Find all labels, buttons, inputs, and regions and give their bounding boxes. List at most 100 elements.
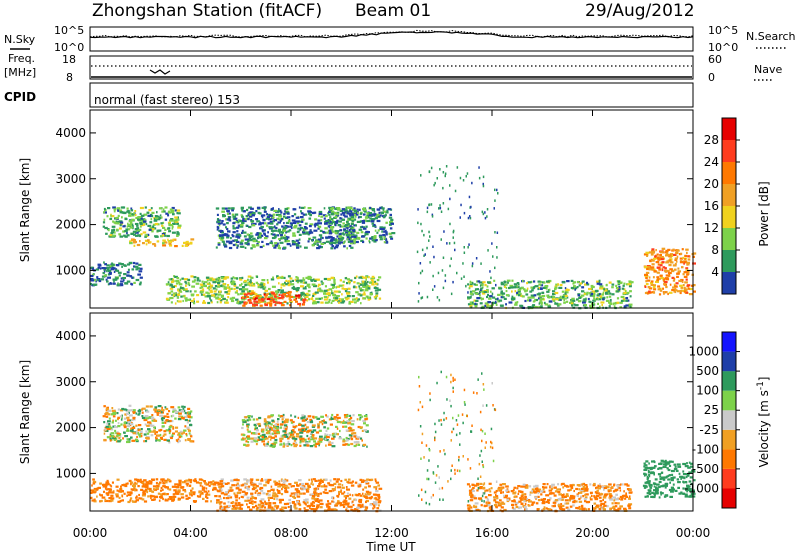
- heatmap-cell: [206, 496, 209, 500]
- heatmap-cell: [292, 232, 296, 235]
- heatmap-cell: [255, 300, 259, 303]
- heatmap-cell: [652, 251, 655, 254]
- heatmap-cell: [296, 287, 300, 290]
- heatmap-cell: [347, 280, 351, 283]
- heatmap-cell: [156, 211, 158, 214]
- heatmap-cell: [277, 414, 280, 417]
- heatmap-cell: [295, 294, 298, 297]
- heatmap-cell: [293, 439, 297, 442]
- heatmap-cell: [374, 217, 378, 220]
- heatmap-cell: [544, 303, 549, 306]
- heatmap-cell: [220, 236, 225, 239]
- heatmap-cell: [107, 409, 112, 412]
- heatmap-cell: [310, 504, 314, 507]
- heatmap-cell: [276, 301, 281, 304]
- heatmap-cell: [149, 221, 153, 224]
- heatmap-cell: [164, 479, 168, 482]
- heatmap-cell: [253, 501, 257, 504]
- heatmap-cell: [355, 437, 360, 440]
- heatmap-cell: [263, 435, 267, 439]
- nsearch-trace: [89, 29, 694, 38]
- heatmap-cell: [467, 246, 469, 249]
- heatmap-cell: [246, 435, 250, 438]
- heatmap-cell: [178, 409, 182, 412]
- heatmap-cell: [452, 280, 454, 284]
- heatmap-cell: [348, 302, 352, 305]
- heatmap-cell: [132, 214, 135, 217]
- heatmap-cell: [223, 287, 227, 290]
- heatmap-cell: [299, 245, 302, 248]
- heatmap-cell: [367, 298, 370, 301]
- heatmap-cell: [117, 500, 121, 503]
- heatmap-cell: [226, 292, 231, 295]
- heatmap-cell: [209, 297, 211, 300]
- heatmap-cell: [157, 405, 162, 408]
- heatmap-cell: [543, 286, 547, 289]
- heatmap-cell: [218, 486, 223, 489]
- heatmap-cell: [595, 290, 598, 293]
- heatmap-cell: [279, 443, 282, 446]
- heatmap-cell: [543, 486, 548, 489]
- heatmap-cell: [91, 499, 95, 502]
- heatmap-cell: [233, 492, 236, 495]
- heatmap-cell: [284, 435, 289, 438]
- heatmap-cell: [121, 484, 125, 487]
- heatmap-cell: [217, 222, 220, 225]
- heatmap-cell: [669, 283, 672, 286]
- heatmap-cell: [247, 485, 251, 488]
- heatmap-cell: [231, 207, 235, 210]
- heatmap-cell: [335, 244, 339, 247]
- heatmap-cell: [283, 424, 288, 427]
- heatmap-cell: [243, 295, 248, 298]
- heatmap-cell: [264, 233, 266, 236]
- heatmap-cell: [183, 429, 187, 432]
- heatmap-cell: [202, 293, 206, 296]
- heatmap-cell: [185, 434, 188, 437]
- heatmap-cell: [350, 442, 354, 446]
- heatmap-cell: [378, 497, 381, 500]
- heatmap-cell: [589, 300, 592, 304]
- heatmap-cell: [325, 414, 327, 417]
- heatmap-cell: [607, 292, 612, 295]
- heatmap-cell: [567, 489, 571, 492]
- heatmap-cell: [615, 493, 618, 496]
- heatmap-cell: [314, 479, 318, 482]
- heatmap-cell: [358, 498, 363, 502]
- heatmap-cell: [270, 207, 274, 211]
- heatmap-cell: [358, 276, 363, 279]
- heatmap-cell: [482, 182, 484, 186]
- heatmap-cell: [326, 436, 330, 439]
- heatmap-cell: [253, 298, 257, 301]
- heatmap-cell: [346, 227, 349, 230]
- heatmap-cell: [139, 267, 143, 270]
- heatmap-cell: [97, 279, 100, 282]
- heatmap-cell: [301, 427, 305, 430]
- heatmap-cell: [373, 286, 377, 289]
- heatmap-cell: [685, 268, 689, 272]
- heatmap-cell: [108, 417, 111, 420]
- heatmap-cell: [244, 218, 247, 221]
- heatmap-cell: [115, 495, 119, 498]
- heatmap-cell: [298, 508, 302, 511]
- heatmap-cell: [188, 492, 192, 495]
- heatmap-cell: [514, 303, 518, 306]
- cpid-label: CPID: [4, 90, 36, 104]
- heatmap-cell: [160, 235, 163, 238]
- heatmap-cell: [141, 485, 145, 488]
- heatmap-cell: [131, 239, 135, 242]
- heatmap-cell: [357, 211, 359, 214]
- heatmap-cell: [156, 240, 160, 243]
- heatmap-cell: [500, 283, 505, 286]
- heatmap-cell: [558, 297, 562, 300]
- heatmap-cell: [105, 278, 108, 281]
- heatmap-cell: [371, 208, 375, 211]
- heatmap-cell: [672, 286, 675, 289]
- heatmap-cell: [353, 213, 356, 216]
- heatmap-cell: [103, 421, 106, 424]
- heatmap-cell: [201, 487, 204, 490]
- heatmap-cell: [511, 290, 513, 293]
- heatmap-cell: [139, 212, 142, 215]
- heatmap-cell: [346, 488, 348, 491]
- heatmap-cell: [311, 480, 313, 483]
- heatmap-cell: [686, 284, 691, 287]
